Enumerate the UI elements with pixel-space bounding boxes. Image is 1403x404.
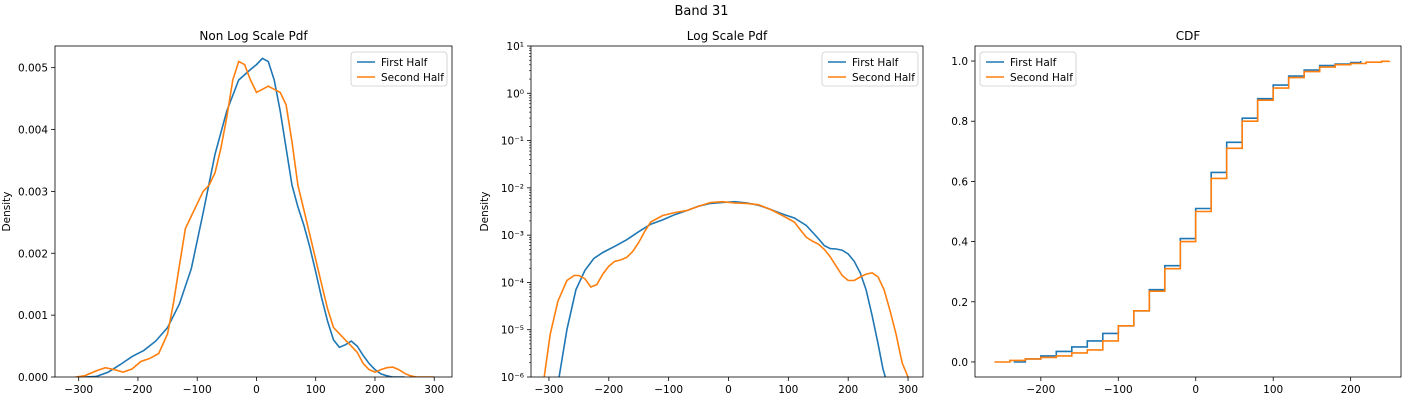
legend: First Half Second Half (821, 51, 919, 87)
y-tick-label: 10⁰ (506, 88, 524, 100)
y-tick-label: 0.2 (951, 297, 968, 309)
figure-suptitle: Band 31 (674, 4, 729, 19)
x-tick-label: −200 (124, 384, 153, 396)
y-tick-label: 0.002 (18, 248, 48, 260)
chart-title: CDF (1176, 29, 1201, 43)
y-axis-label: Density (479, 192, 491, 232)
y-tick-label: 0.001 (18, 310, 48, 322)
y-tick-label: 0.003 (18, 186, 48, 198)
y-tick-label: 0.0 (951, 357, 968, 369)
x-tick-label: −200 (1026, 384, 1055, 396)
x-tick-label: 100 (778, 384, 798, 396)
x-tick-label: 100 (1263, 384, 1283, 396)
legend-label: First Half (381, 57, 428, 69)
x-tick-label: −300 (535, 384, 564, 396)
chart-panel-2: −300 −200 −100 0 100 200 300 10⁻⁶ 10⁻⁵ 10⁻⁴ 10⁻³ 10… (479, 29, 924, 396)
chart-panel-1: −300 −200 −100 0 100 200 300 0.000 0.001 0.002 0.0… (1, 29, 453, 396)
y-tick-label: 0.000 (18, 372, 48, 384)
x-tick-label: 200 (1341, 384, 1361, 396)
y-tick-label: 0.8 (951, 116, 968, 128)
x-tick-label: −100 (1104, 384, 1133, 396)
y-axis-label: Density (1, 192, 13, 232)
series-line-first-half (1013, 61, 1362, 363)
y-tick-label: 10⁻² (501, 183, 524, 195)
y-tick-label: 10⁻⁶ (501, 372, 524, 384)
axes-frame (54, 45, 453, 378)
series-line-second-half (994, 60, 1391, 363)
axes-frame (530, 45, 924, 378)
legend-label: Second Half (852, 72, 915, 84)
legend-label: First Half (1010, 57, 1057, 69)
y-tick-label: 0.4 (951, 237, 968, 249)
x-tick-label: 200 (838, 384, 858, 396)
chart-title: Non Log Scale Pdf (199, 29, 308, 43)
y-tick-label: 10⁻⁵ (501, 325, 524, 337)
x-tick-label: 0 (725, 384, 732, 396)
x-tick-label: −100 (654, 384, 683, 396)
series-line-second-half (543, 200, 909, 377)
chart-title: Log Scale Pdf (687, 29, 768, 43)
x-tick-label: 0 (1192, 384, 1199, 396)
x-tick-label: 300 (898, 384, 918, 396)
series-line-first-half (84, 57, 405, 377)
x-tick-label: 300 (424, 384, 444, 396)
series-line-first-half (558, 200, 887, 377)
y-tick-label: 0.6 (951, 176, 968, 188)
legend: First Half Second Half (350, 51, 448, 87)
series-line-second-half (75, 60, 435, 377)
y-tick-label: 10⁻¹ (501, 136, 524, 148)
legend-label: Second Half (1010, 72, 1073, 84)
x-tick-label: −200 (594, 384, 623, 396)
x-tick-label: 200 (365, 384, 385, 396)
x-tick-label: 100 (306, 384, 326, 396)
x-tick-label: −100 (183, 384, 212, 396)
x-tick-label: 0 (253, 384, 260, 396)
legend-label: Second Half (381, 72, 444, 84)
chart-panel-3: −200 −100 0 100 200 0.0 0.2 0.4 0.6 0.8 1.0 CDF Firs… (951, 29, 1402, 396)
y-tick-label: 10⁻³ (501, 230, 524, 242)
legend-label: First Half (852, 57, 899, 69)
y-tick-label: 10¹ (506, 41, 524, 53)
axes-frame (974, 45, 1402, 378)
y-tick-label: 0.004 (18, 125, 48, 137)
y-tick-label: 1.0 (951, 56, 968, 68)
legend: First Half Second Half (979, 51, 1077, 87)
y-tick-label: 0.005 (18, 63, 48, 75)
x-tick-label: −300 (64, 384, 93, 396)
y-tick-label: 10⁻⁴ (501, 277, 524, 289)
